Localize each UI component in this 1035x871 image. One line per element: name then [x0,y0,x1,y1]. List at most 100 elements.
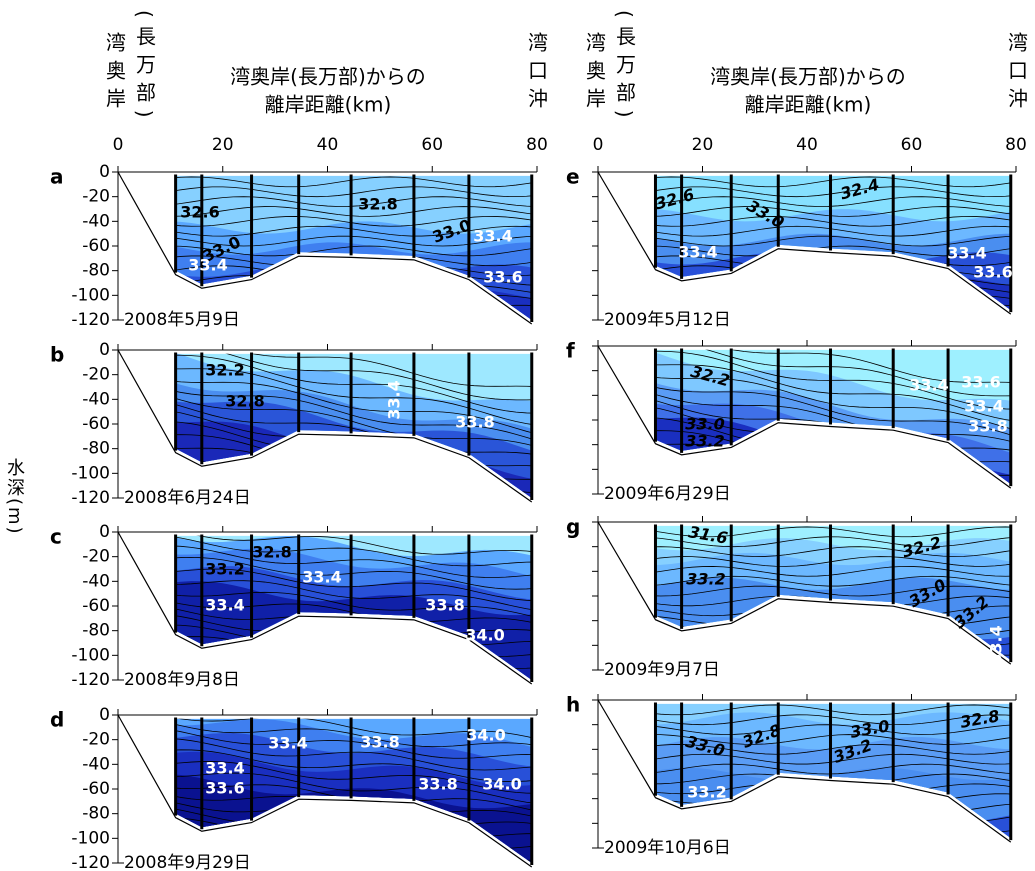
y-tick-label: -80 [82,621,110,641]
panel-label: f [566,339,575,363]
seafloor [117,714,533,868]
x-tick-label: 20 [692,135,714,155]
panel-date: 2008年9月29日 [124,853,251,871]
contour-line [655,704,1011,716]
contour-label: 33.8 [418,775,457,794]
x-axis-label: 湾奥岸(長万部)からの [710,65,906,89]
contour-label: 33.4 [964,397,1003,416]
seafloor [597,345,1012,489]
panel-label: b [50,343,64,367]
contour-line [655,813,1011,824]
x-tick-label: 20 [212,135,234,155]
y-tick-label: -40 [82,211,110,231]
section [175,175,532,320]
x-tick-label: 40 [317,135,339,155]
section [655,703,1011,839]
contour-line [655,349,1011,397]
panel-label: a [50,165,64,189]
seafloor [117,349,533,503]
contour-label: 33.8 [360,733,399,752]
y-tick-label: -120 [71,853,110,871]
contour-label: 33.6 [973,263,1012,282]
y-axis-label: 水深(m) [4,458,25,536]
contour-line [175,235,532,247]
head-place: (長万部) [613,10,637,126]
contour-line [655,546,1011,557]
contour-label: 32.2 [205,361,244,380]
contour-line [175,368,532,435]
section [175,535,532,680]
section [655,525,1011,661]
contour-line [655,803,1011,814]
contour-line [175,535,532,567]
panel-date: 2008年6月24日 [124,488,251,508]
y-tick-label: -100 [71,463,110,483]
contour-line [175,583,532,618]
contour-label: 33.2 [686,570,725,589]
y-tick-label: -120 [71,670,110,690]
contour-label: 34.0 [466,726,505,745]
contour-label: 33.4 [205,596,244,615]
seafloor [117,531,533,685]
contour-line [655,744,1011,755]
contour-line [655,285,1011,296]
y-tick-label: -80 [82,439,110,459]
contour-label: 33.4 [268,734,307,753]
contour-line [655,206,1011,217]
contour-label: 33.8 [968,417,1007,436]
contour-line [175,749,532,782]
contour-label: 33.0 [685,415,724,434]
contour-line [655,635,1011,646]
x-tick-label: 60 [901,135,923,155]
contour-line [655,349,1011,384]
y-tick-label: -60 [82,414,110,434]
panel-label: c [50,525,62,549]
contour-line [655,176,1011,188]
contour-line [655,216,1011,227]
contour-line [655,370,1011,437]
y-tick-label: -20 [82,730,110,750]
contour-line [175,777,532,812]
contour-line [655,822,1011,834]
panel-label: h [566,693,580,717]
contour-line [655,566,1011,577]
contour-line [175,196,532,207]
contour-line [175,568,532,602]
contour-line [655,734,1011,745]
contour-label: 33.2 [687,783,726,802]
contour-line [655,349,1011,410]
contour-line [175,718,532,748]
x-tick-label: 80 [1005,135,1027,155]
panel-date: 2008年9月8日 [124,670,240,690]
contour-label: 33.6 [205,779,244,798]
contour-line [175,206,532,217]
contour-line [175,353,532,401]
contour-line [655,526,1011,538]
contour-line [175,771,532,805]
contour-line [655,358,1011,422]
contour-label: 33.4 [473,227,512,246]
contour-line [175,245,532,257]
panel-label: d [50,708,64,732]
contour-line [655,556,1011,567]
x-axis-label: 湾奥岸(長万部)からの [230,65,426,89]
seafloor [117,171,533,325]
seafloor [597,521,1012,665]
contour-label: 33.8 [425,596,464,615]
y-tick-label: 0 [99,162,110,182]
contour-label: 33.4 [302,568,341,587]
x-tick-label: 40 [796,135,818,155]
y-tick-label: -60 [82,596,110,616]
y-tick-label: -100 [71,645,110,665]
contour-line [175,556,532,590]
contour-line [175,577,532,611]
contour-line [655,714,1011,726]
contour-label: 33.4 [188,256,227,275]
seafloor [597,171,1012,315]
y-tick-label: 0 [99,705,110,725]
contour-label: 33.4 [385,380,404,419]
contour-line [655,575,1011,587]
y-tick-label: -120 [71,488,110,508]
head-label: 湾奥岸 [103,32,127,116]
